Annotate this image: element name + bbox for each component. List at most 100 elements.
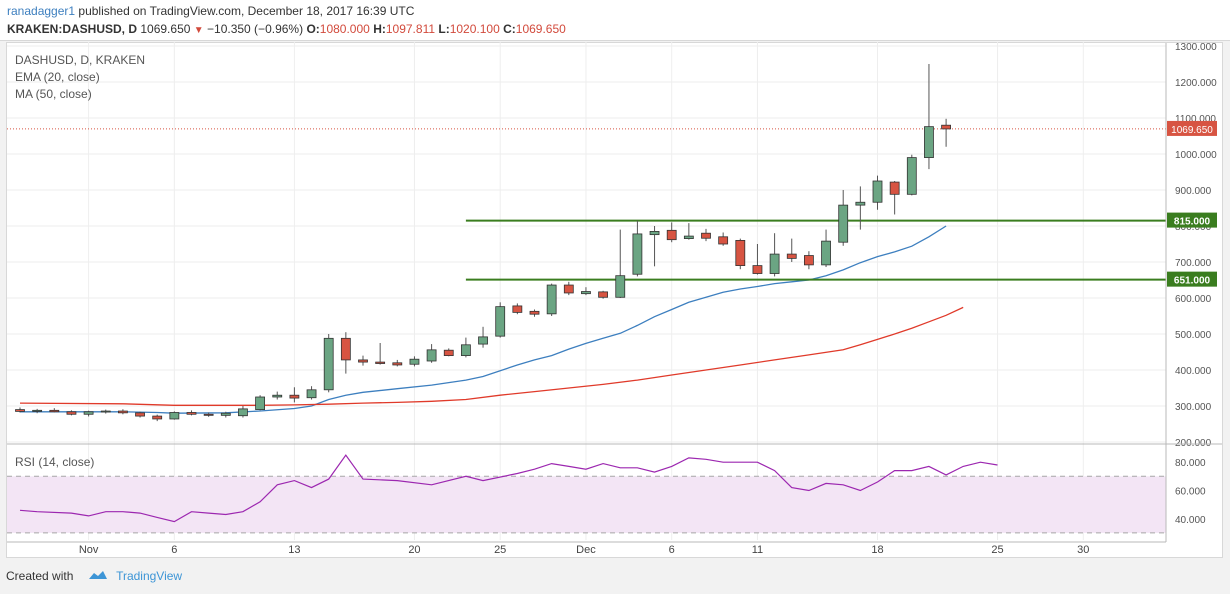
candle-body <box>478 336 488 345</box>
created-with-text: Created with <box>6 569 74 583</box>
open-value: 1080.000 <box>319 22 370 36</box>
candle-body <box>289 394 300 399</box>
candle-body <box>941 124 951 130</box>
ohlc-line: KRAKEN:DASHUSD, D 1069.650 ▼ −10.350 (−0… <box>7 22 566 36</box>
time-tick-label: 6 <box>171 544 177 556</box>
last-price-tag <box>1167 120 1217 136</box>
candle-body <box>32 409 43 412</box>
candle-body <box>615 275 626 298</box>
published-text: published on TradingView.com, December 1… <box>78 4 415 18</box>
tradingview-link[interactable]: TradingView <box>116 569 183 583</box>
close-value: 1069.650 <box>515 22 566 36</box>
candle-body <box>546 284 557 315</box>
rsi-tick-label: 60.000 <box>1175 486 1206 497</box>
candle-body <box>735 239 746 266</box>
rsi-band <box>7 476 1166 533</box>
candle-body <box>632 233 643 275</box>
ma-line <box>19 306 964 406</box>
down-triangle-icon: ▼ <box>193 25 204 36</box>
candle-body <box>872 180 883 203</box>
candle-body <box>255 396 266 411</box>
candle-body <box>529 310 540 315</box>
candle-body <box>358 359 368 363</box>
time-tick-label: 18 <box>871 544 883 556</box>
candle-body <box>769 253 780 274</box>
price-tick-label: 400.000 <box>1175 366 1212 377</box>
candle-body <box>220 412 231 416</box>
candle-body <box>512 305 523 313</box>
candle-body <box>203 413 214 416</box>
chart-frame <box>6 42 1223 558</box>
candle-body <box>49 409 60 413</box>
candle-body <box>135 412 145 417</box>
candle-body <box>718 236 729 245</box>
candle-body <box>66 411 77 415</box>
candle-body <box>340 337 351 361</box>
low-label: L: <box>438 22 450 36</box>
candle-body <box>409 358 420 365</box>
price-tick-label: 600.000 <box>1175 294 1212 305</box>
rsi-line <box>19 454 998 523</box>
high-value: 1097.811 <box>385 22 436 36</box>
last-price-label: 1069.650 <box>1171 125 1213 136</box>
high-label: H: <box>373 22 386 36</box>
axis-layer: 200.000300.000400.000500.000600.000700.0… <box>7 42 1222 556</box>
symbol-label: KRAKEN:DASHUSD, D <box>7 22 138 36</box>
price-tick-label: 300.000 <box>1175 402 1212 413</box>
time-tick-label: 13 <box>288 544 300 556</box>
candle-body <box>563 284 574 294</box>
candles-layer <box>15 64 951 422</box>
candle-body <box>152 415 163 420</box>
close-label: C: <box>503 22 516 36</box>
grid-layer <box>7 42 1166 540</box>
time-tick-label: Nov <box>79 544 99 556</box>
candle-body <box>83 411 94 415</box>
level-price-tag <box>1167 271 1217 287</box>
candle-body <box>100 410 111 413</box>
candle-body <box>460 344 471 356</box>
time-tick-label: 25 <box>991 544 1003 556</box>
candle-body <box>581 291 591 295</box>
price-tick-label: 1200.000 <box>1175 78 1217 89</box>
legend-ema: EMA (20, close) <box>15 70 100 84</box>
legend-ma: MA (50, close) <box>15 87 92 101</box>
candle-body <box>495 306 506 337</box>
candle-body <box>443 349 454 357</box>
author-link[interactable]: ranadagger1 <box>7 4 76 18</box>
publish-line: ranadagger1 published on TradingView.com… <box>7 4 414 18</box>
rsi-tick-label: 80.000 <box>1175 458 1206 469</box>
price-tick-label: 900.000 <box>1175 186 1212 197</box>
candle-body <box>924 126 934 158</box>
time-tick-label: 11 <box>752 544 763 556</box>
candle-body <box>323 337 334 391</box>
rsi-band-layer <box>7 475 1166 534</box>
level-price-tag <box>1167 212 1217 228</box>
candle-body <box>238 408 248 417</box>
last-price: 1069.650 <box>140 22 191 36</box>
candle-body <box>186 412 197 415</box>
candle-body <box>821 240 831 266</box>
candle-body <box>701 232 711 239</box>
candle-body <box>804 255 814 266</box>
candle-body <box>752 265 763 274</box>
candle-body <box>906 157 917 195</box>
candle-body <box>15 409 25 412</box>
time-tick-label: 6 <box>669 544 675 556</box>
candle-body <box>598 291 608 298</box>
footer: Created with TradingView <box>6 569 182 583</box>
price-tick-label: 1100.000 <box>1175 114 1216 125</box>
candle-body <box>375 361 386 364</box>
candle-body <box>855 201 866 206</box>
candle-body <box>838 204 849 243</box>
level-price-label: 815.000 <box>1174 217 1211 228</box>
open-label: O: <box>306 22 320 36</box>
low-value: 1020.100 <box>449 22 500 36</box>
chart-header: ranadagger1 published on TradingView.com… <box>0 0 1230 41</box>
price-change: −10.350 (−0.96%) <box>207 22 304 36</box>
candle-body <box>392 362 403 366</box>
indicator-lines <box>7 128 1166 523</box>
price-tick-label: 700.000 <box>1175 258 1212 269</box>
candle-body <box>889 181 900 195</box>
candle-body <box>118 410 128 414</box>
